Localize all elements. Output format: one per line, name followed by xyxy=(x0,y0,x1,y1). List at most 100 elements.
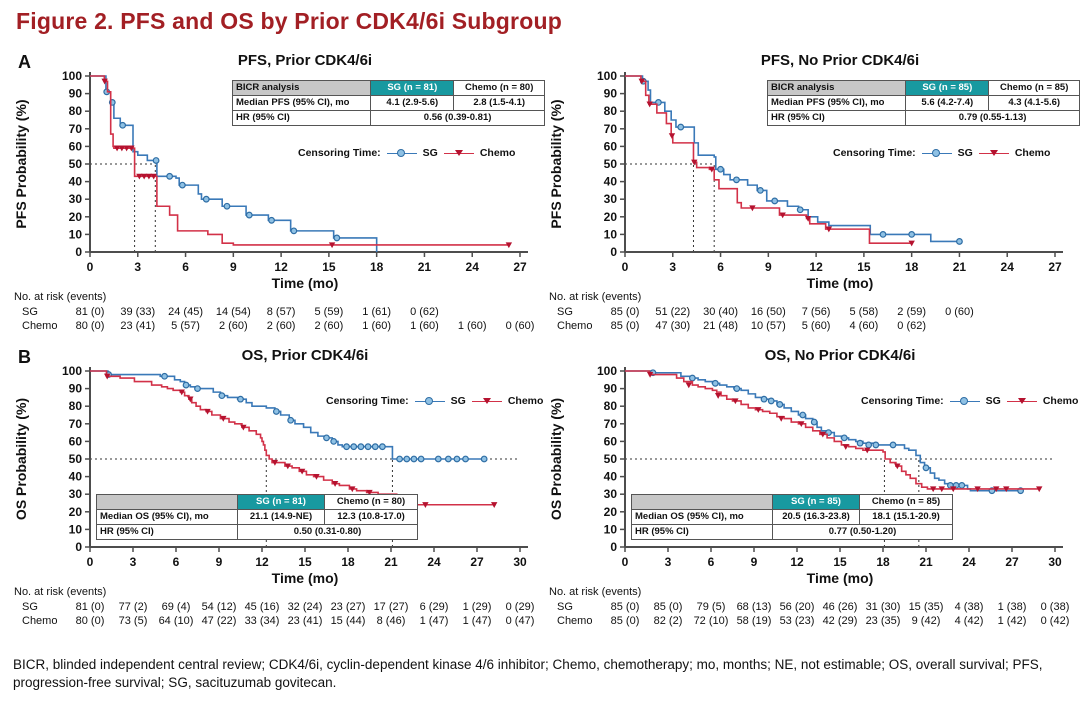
x-tick-label: 24 xyxy=(466,260,480,274)
censor-mark-sg xyxy=(272,408,280,415)
censor-mark-chemo xyxy=(993,486,1000,493)
censor-mark-sg xyxy=(776,401,784,408)
legend-label: Censoring Time: xyxy=(833,147,916,159)
risk-value: 4 (38) xyxy=(955,601,984,613)
censor-mark-chemo xyxy=(491,502,498,508)
x-tick-label: 12 xyxy=(809,260,823,274)
risk-value: 2 (60) xyxy=(267,320,296,332)
censor-mark-chemo xyxy=(798,421,805,427)
y-tick-label: 10 xyxy=(604,522,618,536)
figure-title: Figure 2. PFS and OS by Prior CDK4/6i Su… xyxy=(16,8,562,34)
stats-table-os-no-prior: SG (n = 85) Chemo (n = 85) Median OS (95% … xyxy=(631,494,953,540)
risk-value: 23 (41) xyxy=(288,615,323,627)
risk-value: 39 (33) xyxy=(120,306,155,318)
risk-value: 0 (62) xyxy=(410,306,439,318)
risk-value: 47 (22) xyxy=(202,615,237,627)
censor-mark-sg xyxy=(268,216,275,224)
stats-header-cell: SG (n = 81) xyxy=(237,494,325,510)
panel-letter-b: B xyxy=(18,347,31,367)
legend-chemo-label: Chemo xyxy=(507,395,544,407)
y-tick-label: 50 xyxy=(604,452,618,466)
stats-header-cell: BICR analysis xyxy=(766,80,907,96)
x-tick-label: 6 xyxy=(708,555,715,569)
y-tick-label: 40 xyxy=(604,470,618,484)
chart-title-pfs-prior: PFS, Prior CDK4/6i xyxy=(237,52,373,69)
km-curve-sg xyxy=(625,75,960,243)
risk-value: 0 (38) xyxy=(1041,601,1070,613)
censor-mark-chemo xyxy=(668,133,676,140)
x-axis-label: Time (mo) xyxy=(272,570,339,586)
risk-value: 1 (47) xyxy=(463,615,492,627)
censor-mark-sg xyxy=(677,123,685,131)
x-tick-label: 18 xyxy=(876,555,890,569)
x-tick-label: 3 xyxy=(130,555,137,569)
censor-mark-chemo xyxy=(204,408,211,415)
x-tick-label: 15 xyxy=(857,260,871,274)
y-tick-label: 20 xyxy=(604,210,618,224)
stats-value: 2.8 (1.5-4.1) xyxy=(453,94,545,111)
censor-mark-sg xyxy=(218,392,226,400)
censor-mark-chemo xyxy=(894,463,901,470)
chart-title-os-no-prior: OS, No Prior CDK4/6i xyxy=(764,347,916,364)
y-axis-label: OS Probability (%) xyxy=(13,398,29,520)
censor-mark-sg xyxy=(333,234,341,242)
censor-mark-chemo xyxy=(328,242,336,249)
y-tick-label: 0 xyxy=(75,540,82,554)
x-tick-label: 27 xyxy=(513,260,527,274)
risk-value: 23 (27) xyxy=(331,601,366,613)
stats-header-cell: Chemo (n = 80) xyxy=(453,80,545,96)
risk-value: 16 (50) xyxy=(751,306,786,318)
y-tick-label: 100 xyxy=(62,69,82,83)
censor-mark-sg xyxy=(245,211,253,219)
censor-mark-chemo xyxy=(349,486,356,493)
risk-value: 56 (20) xyxy=(780,601,815,613)
censor-mark-chemo xyxy=(825,226,833,233)
censor-mark-chemo xyxy=(732,398,739,405)
censor-mark-sg xyxy=(119,121,127,129)
censor-mark-sg xyxy=(396,455,404,463)
stats-header-cell: SG (n = 81) xyxy=(370,80,455,96)
censor-mark-chemo xyxy=(128,145,135,152)
censor-mark-chemo xyxy=(638,78,645,85)
censor-mark-sg xyxy=(350,443,358,451)
x-axis-label: Time (mo) xyxy=(272,275,339,291)
chemo-line-triangle-icon xyxy=(443,148,474,158)
risk-table-label: No. at risk (events) xyxy=(14,291,106,303)
y-tick-label: 80 xyxy=(69,399,83,413)
y-tick-label: 100 xyxy=(597,364,617,378)
km-curve-sg xyxy=(90,75,378,252)
y-tick-label: 10 xyxy=(604,227,618,241)
stats-value: 4.3 (4.1-5.6) xyxy=(988,94,1080,111)
y-tick-label: 30 xyxy=(604,192,618,206)
km-curve-sg xyxy=(625,370,1024,492)
risk-value: 4 (60) xyxy=(850,320,879,332)
x-tick-label: 15 xyxy=(833,555,847,569)
panel-pfs-prior: A PFS, Prior CDK4/6i 0 10 20 30 40 50 60 70 80 90… xyxy=(10,50,545,346)
y-tick-label: 70 xyxy=(69,417,83,431)
censor-mark-chemo xyxy=(313,474,320,480)
censor-mark-chemo xyxy=(140,173,148,180)
stats-row-label: Median OS (95% CI), mo xyxy=(96,508,238,525)
x-tick-label: 3 xyxy=(669,260,676,274)
abbreviations-footnote: BICR, blinded independent central review… xyxy=(13,657,1043,691)
legend-chemo-label: Chemo xyxy=(479,147,516,159)
y-tick-label: 30 xyxy=(69,192,83,206)
risk-value: 7 (56) xyxy=(802,306,831,318)
legend-sg-label: SG xyxy=(450,395,466,407)
censor-mark-chemo xyxy=(938,486,945,493)
risk-row-name: SG xyxy=(22,306,38,318)
risk-value: 14 (54) xyxy=(216,306,251,318)
x-tick-label: 0 xyxy=(622,260,629,274)
censor-mark-chemo xyxy=(136,173,143,180)
censoring-legend: Censoring Time: SG Chemo xyxy=(298,147,515,159)
censor-mark-chemo xyxy=(220,415,227,422)
risk-value: 9 (42) xyxy=(912,615,941,627)
sg-line-circle-icon xyxy=(386,148,417,158)
y-axis-label: OS Probability (%) xyxy=(548,398,564,520)
censor-mark-sg xyxy=(733,176,740,184)
y-tick-label: 90 xyxy=(69,87,83,101)
censor-mark-chemo xyxy=(240,424,247,431)
censor-mark-chemo xyxy=(150,173,157,180)
risk-value: 5 (59) xyxy=(315,306,344,318)
censor-mark-chemo xyxy=(505,242,513,249)
